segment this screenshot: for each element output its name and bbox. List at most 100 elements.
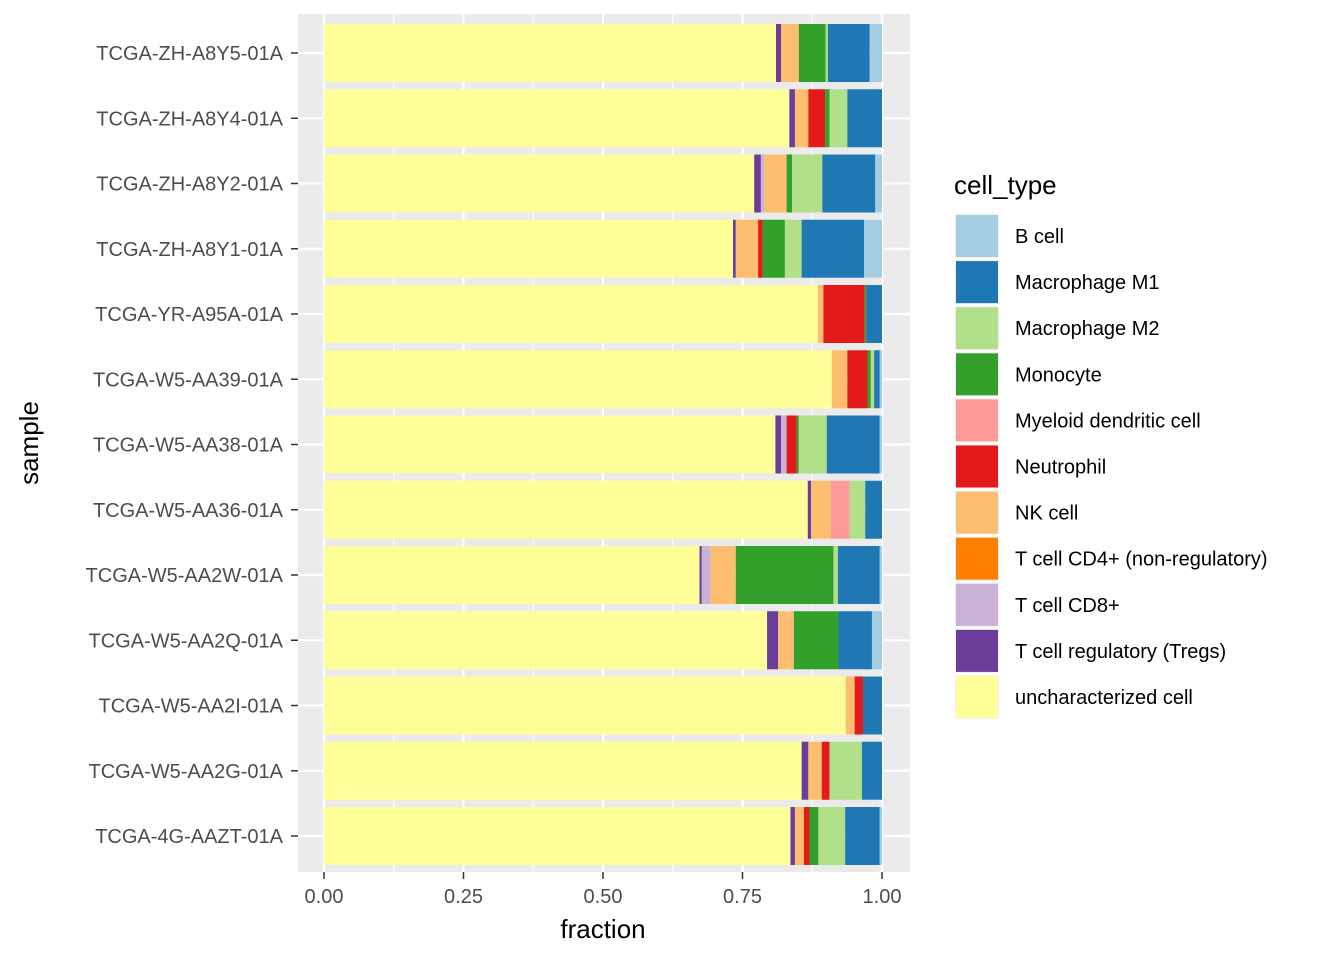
legend-title: cell_type xyxy=(954,170,1057,200)
bar-segment xyxy=(754,154,761,213)
legend-label: T cell CD4+ (non-regulatory) xyxy=(1015,549,1268,571)
bar-segment xyxy=(825,89,830,148)
bar-segment xyxy=(801,219,865,278)
y-tick-label: TCGA-W5-AA2Q-01A xyxy=(89,630,284,652)
bar-segment xyxy=(808,89,826,148)
bar-segment xyxy=(324,154,755,213)
legend-swatch xyxy=(956,353,998,396)
bars xyxy=(324,24,882,865)
y-tick-label: TCGA-W5-AA2I-01A xyxy=(99,696,284,718)
bar-segment xyxy=(324,350,832,409)
bar-segment xyxy=(826,415,880,474)
bar-segment xyxy=(775,24,782,82)
bar-segment xyxy=(870,350,875,409)
bar-segment xyxy=(735,546,834,604)
y-axis-title: sample xyxy=(14,401,44,485)
x-tick-label: 0.00 xyxy=(305,886,344,908)
bar-segment xyxy=(845,676,855,735)
bar-segment xyxy=(879,415,882,474)
bar-segment xyxy=(735,219,759,278)
legend-swatch xyxy=(956,537,998,580)
bar-segment xyxy=(879,807,882,865)
bar-segment xyxy=(849,480,866,539)
bar-segment xyxy=(701,546,711,604)
bar-segment xyxy=(789,89,795,148)
bar-segment xyxy=(875,154,882,213)
y-tick-label: TCGA-W5-AA39-01A xyxy=(93,369,284,391)
bar-segment xyxy=(710,546,736,604)
bar-segment xyxy=(786,154,793,213)
bar-segment xyxy=(863,676,882,735)
x-tick-label: 0.75 xyxy=(723,886,762,908)
bar-segment xyxy=(879,350,882,409)
bar-segment xyxy=(847,350,868,409)
legend-swatch xyxy=(956,215,998,257)
bar-segment xyxy=(792,154,823,213)
bar-segment xyxy=(871,611,882,670)
bar-segment xyxy=(775,415,782,474)
bar-segment xyxy=(760,154,765,213)
legend-swatch xyxy=(956,676,998,718)
bar-segment xyxy=(764,154,787,213)
bar-segment xyxy=(811,480,831,539)
legend-label: B cell xyxy=(1015,226,1064,248)
y-tick-label: TCGA-ZH-A8Y1-01A xyxy=(96,239,283,261)
legend-label: T cell regulatory (Tregs) xyxy=(1015,641,1226,663)
y-axis: TCGA-ZH-A8Y5-01A TCGA-ZH-A8Y4-01A TCGA-ZH-… xyxy=(86,43,298,848)
bar-segment xyxy=(324,285,818,343)
bar-segment xyxy=(324,676,846,735)
bar-segment xyxy=(845,807,880,865)
bar-segment xyxy=(796,415,799,474)
bar-segment xyxy=(758,219,763,278)
x-axis: 0.00 0.25 0.50 0.75 1.00 xyxy=(305,872,902,908)
y-tick-label: TCGA-W5-AA2G-01A xyxy=(89,761,284,783)
legend-swatch xyxy=(956,583,998,626)
legend-swatch xyxy=(956,261,998,304)
bar-segment xyxy=(808,741,822,800)
bar-segment xyxy=(767,611,779,670)
legend-swatch xyxy=(956,445,998,488)
bar-segment xyxy=(324,741,802,800)
bar-segment xyxy=(837,546,880,604)
bar-segment xyxy=(807,480,812,539)
bar-segment xyxy=(817,285,824,343)
legend-swatch xyxy=(956,629,998,672)
bar-segment xyxy=(778,611,794,670)
legend-label: T cell CD8+ xyxy=(1015,595,1120,617)
bar-segment xyxy=(324,89,790,148)
y-tick-label: TCGA-ZH-A8Y2-01A xyxy=(96,174,283,196)
bar-segment xyxy=(733,219,736,278)
x-tick-label: 1.00 xyxy=(863,886,902,908)
legend-label: Monocyte xyxy=(1015,364,1102,386)
legend: B cell Macrophage M1 Macrophage M2 Monocyte… xyxy=(955,214,1268,719)
bar-segment xyxy=(762,219,785,278)
bar-segment xyxy=(823,285,865,343)
bar-segment xyxy=(821,741,830,800)
bar-segment xyxy=(784,219,802,278)
bar-segment xyxy=(861,741,882,800)
y-tick-label: TCGA-W5-AA2W-01A xyxy=(86,565,284,587)
bar-segment xyxy=(838,611,872,670)
bar-segment xyxy=(786,415,797,474)
bar-segment xyxy=(825,24,828,82)
bar-segment xyxy=(801,741,809,800)
bar-segment xyxy=(818,807,846,865)
bar-segment xyxy=(781,415,787,474)
legend-label: Macrophage M1 xyxy=(1015,272,1160,294)
bar-segment xyxy=(324,807,791,865)
legend-swatch xyxy=(956,307,998,350)
bar-segment xyxy=(827,24,870,82)
bar-segment xyxy=(830,480,850,539)
bar-segment xyxy=(803,807,810,865)
bar-segment xyxy=(833,546,838,604)
bar-segment xyxy=(864,285,867,343)
bar-segment xyxy=(794,89,809,148)
bar-segment xyxy=(867,350,871,409)
legend-label: Myeloid dendritic cell xyxy=(1015,410,1201,432)
bar-segment xyxy=(798,415,827,474)
bar-segment xyxy=(699,546,702,604)
bar-segment xyxy=(822,154,876,213)
bar-segment xyxy=(794,807,804,865)
legend-swatch xyxy=(956,491,998,534)
y-tick-label: TCGA-W5-AA38-01A xyxy=(93,435,284,457)
